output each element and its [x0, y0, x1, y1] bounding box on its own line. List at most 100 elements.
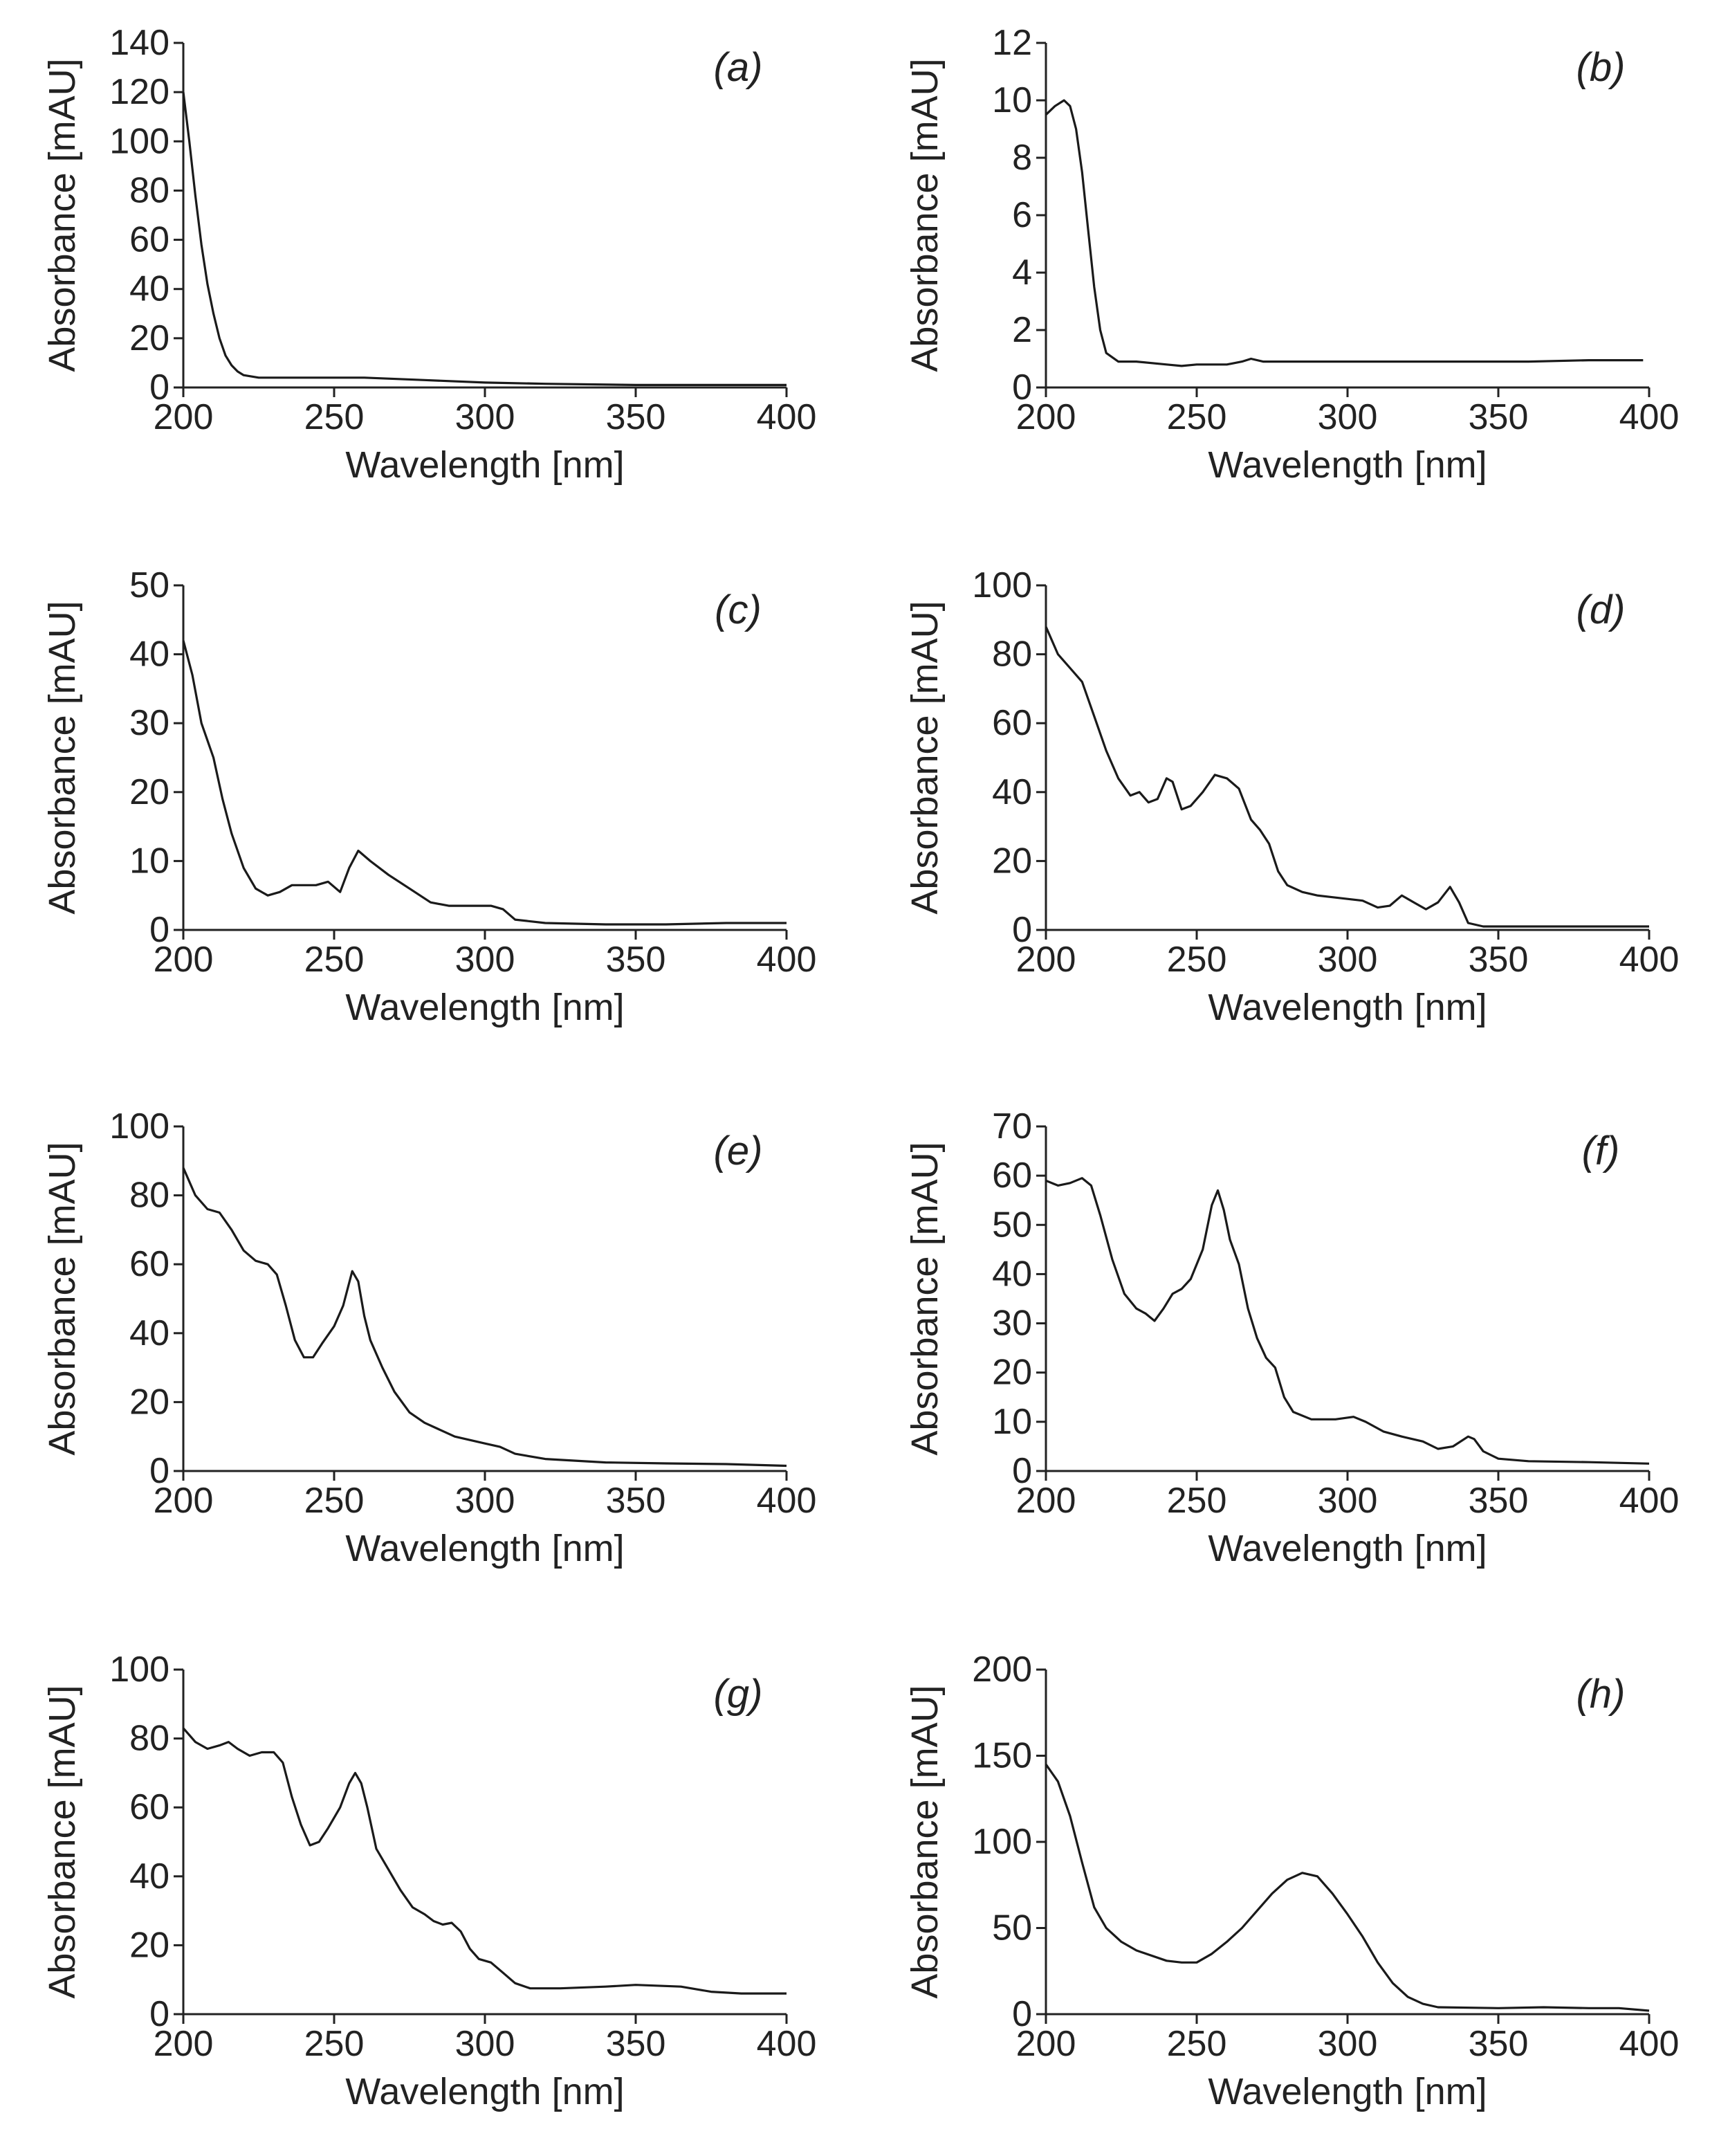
spectrum-line — [182, 640, 787, 926]
y-tick-label: 2 — [1012, 310, 1032, 350]
y-tick-label: 40 — [129, 269, 169, 309]
chart-panel: 0 20 40 60 80 100 200 250 300 350 400 Wavelength [n… — [42, 1650, 816, 2112]
y-tick-label: 20 — [992, 1353, 1032, 1393]
spectrum-line — [182, 91, 787, 386]
x-tick-label: 400 — [1619, 2024, 1680, 2064]
y-tick-label: 120 — [109, 72, 169, 112]
x-tick-label: 400 — [1619, 397, 1680, 437]
x-tick-label: 250 — [304, 1481, 365, 1521]
panel-label: (b) — [1576, 45, 1626, 90]
x-tick-label: 300 — [1318, 1481, 1378, 1521]
y-axis-label: Absorbance [mAU] — [42, 1685, 83, 1998]
y-tick-label: 80 — [992, 634, 1032, 675]
y-tick-label: 0 — [1012, 367, 1032, 408]
y-tick-label: 150 — [972, 1736, 1032, 1776]
y-tick-label: 50 — [992, 1205, 1032, 1245]
x-tick-label: 300 — [455, 397, 515, 437]
panel-label: (e) — [714, 1129, 763, 1173]
y-tick-label: 20 — [992, 841, 1032, 881]
y-tick-label: 60 — [992, 703, 1032, 743]
y-tick-label: 80 — [129, 1176, 169, 1216]
x-axis-label: Wavelength [nm] — [345, 987, 624, 1028]
y-tick-label: 0 — [149, 1451, 169, 1491]
x-tick-label: 200 — [1016, 397, 1076, 437]
x-tick-label: 250 — [1167, 397, 1227, 437]
x-tick-label: 400 — [757, 2024, 817, 2064]
y-tick-label: 200 — [972, 1650, 1032, 1690]
chart-panel: 0 10 20 30 40 50 60 70 200 250 300 350 400 Wavelength… — [904, 1106, 1679, 1569]
y-tick-label: 20 — [129, 1925, 169, 1965]
y-tick-label: 140 — [109, 23, 169, 63]
y-tick-label: 60 — [129, 220, 169, 260]
x-tick-label: 250 — [1167, 940, 1227, 980]
x-tick-label: 350 — [606, 1481, 666, 1521]
y-tick-label: 10 — [129, 841, 169, 881]
x-tick-label: 400 — [757, 1481, 817, 1521]
y-tick-label: 20 — [129, 1382, 169, 1422]
x-axis-label: Wavelength [nm] — [345, 2071, 624, 2112]
y-tick-label: 60 — [129, 1244, 169, 1284]
x-tick-label: 300 — [455, 940, 515, 980]
y-tick-label: 10 — [992, 80, 1032, 120]
x-tick-label: 350 — [606, 940, 666, 980]
panel-label: (a) — [714, 45, 763, 90]
y-tick-label: 30 — [992, 1304, 1032, 1344]
y-tick-label: 20 — [129, 318, 169, 358]
spectrum-line — [1045, 1177, 1650, 1465]
chart-panel: 0 10 20 30 40 50 200 250 300 350 400 Wavelength [nm… — [42, 565, 816, 1028]
x-tick-label: 350 — [1469, 1481, 1529, 1521]
y-axis-label: Absorbance [mAU] — [42, 601, 83, 914]
y-tick-label: 40 — [992, 1254, 1032, 1294]
y-tick-label: 100 — [972, 565, 1032, 605]
x-tick-label: 350 — [1469, 940, 1529, 980]
spectrum-line — [1045, 99, 1644, 367]
x-tick-label: 300 — [455, 1481, 515, 1521]
x-tick-label: 200 — [154, 2024, 214, 2064]
y-tick-label: 60 — [129, 1787, 169, 1827]
x-tick-label: 200 — [1016, 940, 1076, 980]
y-axis-label: Absorbance [mAU] — [904, 1142, 946, 1455]
x-axis-label: Wavelength [nm] — [1208, 444, 1487, 486]
y-tick-label: 0 — [1012, 1994, 1032, 2034]
spectrum-line — [1045, 1763, 1650, 2012]
y-axis-label: Absorbance [mAU] — [904, 58, 946, 372]
x-tick-label: 400 — [1619, 940, 1680, 980]
y-axis-label: Absorbance [mAU] — [42, 58, 83, 372]
x-axis-label: Wavelength [nm] — [1208, 2071, 1487, 2112]
x-axis-label: Wavelength [nm] — [1208, 987, 1487, 1028]
spectrum-line — [1045, 626, 1649, 928]
x-tick-label: 200 — [154, 1481, 214, 1521]
y-axis-label: Absorbance [mAU] — [904, 1685, 946, 1998]
panel-label: (c) — [715, 587, 762, 632]
y-tick-label: 80 — [129, 170, 169, 210]
x-axis-label: Wavelength [nm] — [345, 444, 624, 486]
x-tick-label: 250 — [304, 2024, 365, 2064]
x-tick-label: 250 — [304, 397, 365, 437]
y-tick-label: 50 — [129, 565, 169, 605]
y-tick-label: 40 — [129, 1313, 169, 1353]
y-tick-label: 4 — [1012, 253, 1032, 293]
chart-panel: 0 50 100 150 200 200 250 300 350 400 Wavelength [n… — [904, 1650, 1679, 2112]
x-tick-label: 200 — [154, 940, 214, 980]
chart-panel: 0 20 40 60 80 100 120 140 200 250 300 350 400 Wavelen… — [42, 23, 816, 486]
y-tick-label: 100 — [109, 121, 169, 161]
y-tick-label: 80 — [129, 1719, 169, 1759]
y-tick-label: 20 — [129, 772, 169, 812]
x-tick-label: 400 — [757, 940, 817, 980]
x-tick-label: 300 — [455, 2024, 515, 2064]
x-tick-label: 200 — [1016, 1481, 1076, 1521]
y-tick-label: 60 — [992, 1155, 1032, 1196]
x-tick-label: 400 — [1619, 1481, 1680, 1521]
y-axis-label: Absorbance [mAU] — [904, 601, 946, 914]
y-tick-label: 40 — [129, 1856, 169, 1897]
spectrum-line — [182, 1167, 787, 1468]
y-tick-label: 0 — [149, 910, 169, 950]
y-tick-label: 70 — [992, 1106, 1032, 1146]
x-tick-label: 250 — [1167, 2024, 1227, 2064]
x-axis-label: Wavelength [nm] — [1208, 1528, 1487, 1569]
x-tick-label: 200 — [154, 397, 214, 437]
y-tick-label: 0 — [149, 1994, 169, 2034]
y-tick-label: 40 — [129, 634, 169, 675]
y-axis-label: Absorbance [mAU] — [42, 1142, 83, 1455]
